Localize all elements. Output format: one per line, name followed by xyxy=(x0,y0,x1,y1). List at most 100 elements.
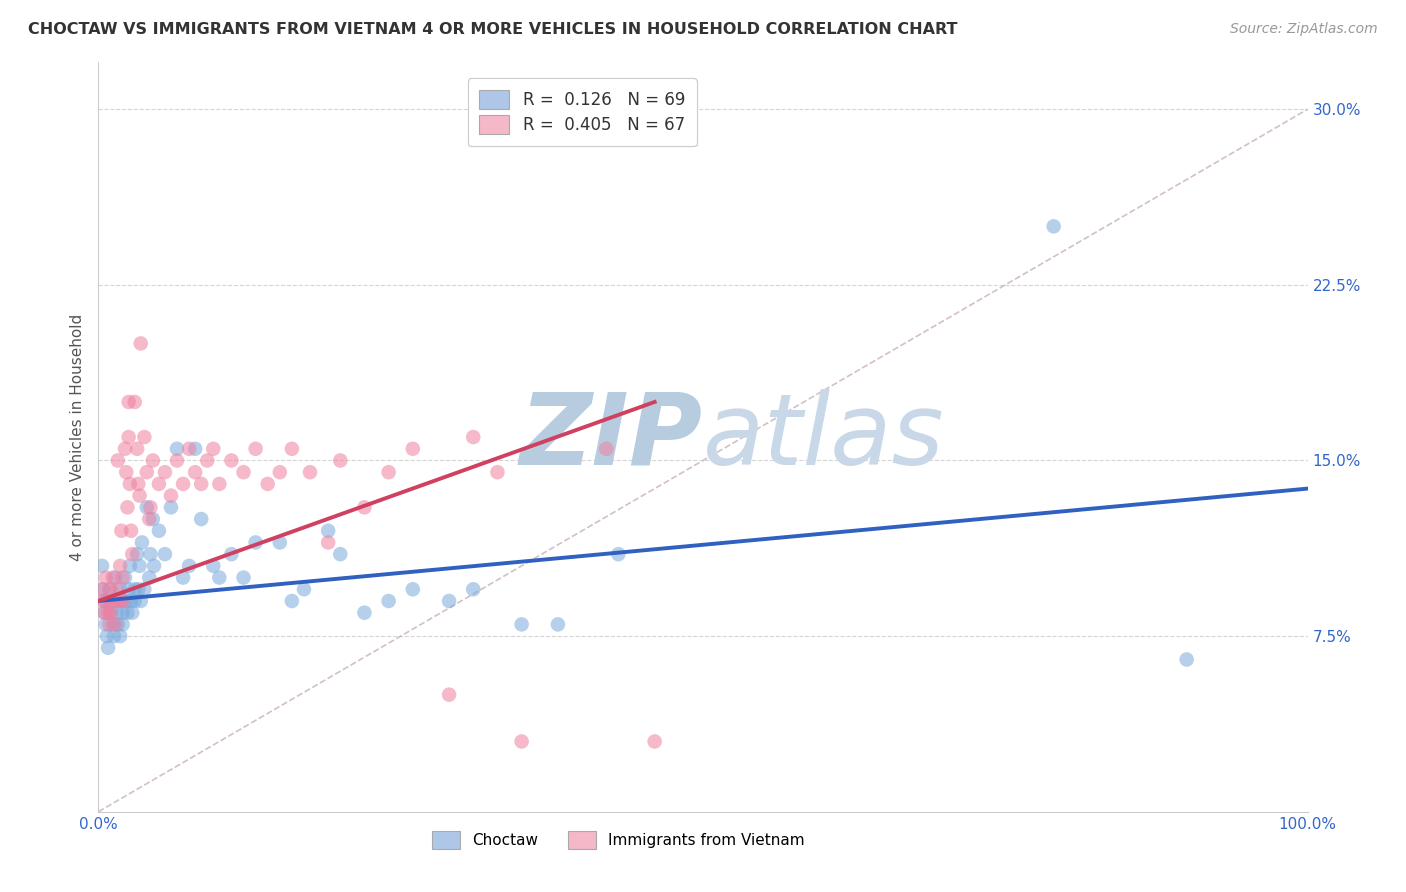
Point xyxy=(117,606,139,620)
Point xyxy=(93,606,115,620)
Point xyxy=(127,547,149,561)
Point xyxy=(166,442,188,456)
Point xyxy=(195,453,218,467)
Point xyxy=(103,594,125,608)
Point xyxy=(96,629,118,643)
Point xyxy=(402,442,425,456)
Point xyxy=(127,582,149,597)
Point xyxy=(101,571,124,585)
Text: ZIP: ZIP xyxy=(520,389,703,485)
Point xyxy=(98,582,121,597)
Point xyxy=(135,500,157,515)
Point xyxy=(97,606,120,620)
Point xyxy=(105,594,128,608)
Point xyxy=(245,535,267,549)
Point xyxy=(281,442,304,456)
Point xyxy=(142,512,165,526)
Point xyxy=(108,594,131,608)
Point xyxy=(91,582,114,597)
Point xyxy=(184,465,207,479)
Point xyxy=(1042,219,1064,234)
Point xyxy=(91,558,114,573)
Point xyxy=(256,476,278,491)
Point xyxy=(91,594,114,608)
Text: Source: ZipAtlas.com: Source: ZipAtlas.com xyxy=(1230,22,1378,37)
Point xyxy=(172,476,194,491)
Point xyxy=(148,476,170,491)
Point xyxy=(97,640,120,655)
Point xyxy=(329,547,352,561)
Point xyxy=(124,594,146,608)
Point xyxy=(107,453,129,467)
Point xyxy=(124,582,146,597)
Point xyxy=(107,617,129,632)
Point xyxy=(94,571,117,585)
Point xyxy=(105,582,128,597)
Point xyxy=(148,524,170,538)
Point xyxy=(124,395,146,409)
Point xyxy=(118,558,141,573)
Point xyxy=(160,500,183,515)
Point xyxy=(316,524,339,538)
Point xyxy=(131,535,153,549)
Point xyxy=(108,629,131,643)
Point xyxy=(208,476,231,491)
Point xyxy=(299,465,322,479)
Y-axis label: 4 or more Vehicles in Household: 4 or more Vehicles in Household xyxy=(69,313,84,561)
Point xyxy=(139,500,162,515)
Point xyxy=(100,606,122,620)
Point xyxy=(105,606,128,620)
Point xyxy=(172,571,194,585)
Point xyxy=(153,465,176,479)
Point xyxy=(221,547,243,561)
Point xyxy=(111,571,134,585)
Point xyxy=(115,465,138,479)
Point xyxy=(166,453,188,467)
Point xyxy=(94,617,117,632)
Point xyxy=(108,558,131,573)
Point xyxy=(93,594,115,608)
Point xyxy=(114,442,136,456)
Point xyxy=(547,617,569,632)
Point xyxy=(118,395,141,409)
Point xyxy=(353,606,375,620)
Point xyxy=(463,430,485,444)
Point xyxy=(111,617,134,632)
Point xyxy=(117,500,139,515)
Point xyxy=(91,582,114,597)
Point xyxy=(100,582,122,597)
Legend: Choctaw, Immigrants from Vietnam: Choctaw, Immigrants from Vietnam xyxy=(425,823,813,856)
Point xyxy=(129,336,152,351)
Point xyxy=(110,594,132,608)
Point xyxy=(402,582,425,597)
Point xyxy=(202,442,225,456)
Point xyxy=(316,535,339,549)
Point xyxy=(128,489,150,503)
Point xyxy=(607,547,630,561)
Point xyxy=(292,582,315,597)
Point xyxy=(208,571,231,585)
Point xyxy=(190,512,212,526)
Point xyxy=(121,606,143,620)
Point xyxy=(160,489,183,503)
Point xyxy=(101,617,124,632)
Point xyxy=(221,453,243,467)
Text: CHOCTAW VS IMMIGRANTS FROM VIETNAM 4 OR MORE VEHICLES IN HOUSEHOLD CORRELATION C: CHOCTAW VS IMMIGRANTS FROM VIETNAM 4 OR … xyxy=(28,22,957,37)
Point xyxy=(127,476,149,491)
Point xyxy=(105,594,128,608)
Point xyxy=(127,442,149,456)
Point xyxy=(120,524,142,538)
Point xyxy=(138,512,160,526)
Point xyxy=(134,430,156,444)
Point xyxy=(179,558,201,573)
Point xyxy=(269,465,291,479)
Point xyxy=(96,594,118,608)
Point xyxy=(110,524,132,538)
Point xyxy=(437,688,460,702)
Point xyxy=(111,606,134,620)
Point xyxy=(377,594,399,608)
Point xyxy=(353,500,375,515)
Point xyxy=(437,594,460,608)
Point xyxy=(269,535,291,549)
Point xyxy=(118,430,141,444)
